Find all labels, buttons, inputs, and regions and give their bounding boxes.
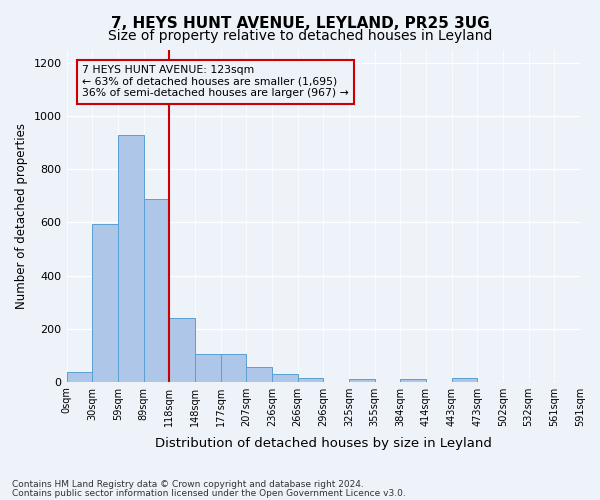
Bar <box>349 379 374 382</box>
Bar <box>221 354 246 382</box>
Text: Size of property relative to detached houses in Leyland: Size of property relative to detached ho… <box>108 29 492 43</box>
Bar <box>195 354 221 382</box>
Text: Contains HM Land Registry data © Crown copyright and database right 2024.: Contains HM Land Registry data © Crown c… <box>12 480 364 489</box>
Bar <box>452 378 478 382</box>
Text: 7 HEYS HUNT AVENUE: 123sqm
← 63% of detached houses are smaller (1,695)
36% of s: 7 HEYS HUNT AVENUE: 123sqm ← 63% of deta… <box>82 65 349 98</box>
X-axis label: Distribution of detached houses by size in Leyland: Distribution of detached houses by size … <box>155 437 492 450</box>
Y-axis label: Number of detached properties: Number of detached properties <box>15 123 28 309</box>
Text: Contains public sector information licensed under the Open Government Licence v3: Contains public sector information licen… <box>12 489 406 498</box>
Bar <box>298 378 323 382</box>
Bar <box>272 374 298 382</box>
Bar <box>143 198 169 382</box>
Text: 7, HEYS HUNT AVENUE, LEYLAND, PR25 3UG: 7, HEYS HUNT AVENUE, LEYLAND, PR25 3UG <box>110 16 490 31</box>
Bar <box>92 224 118 382</box>
Bar <box>246 367 272 382</box>
Bar <box>118 135 143 382</box>
Bar <box>400 379 426 382</box>
Bar <box>67 372 92 382</box>
Bar <box>169 318 195 382</box>
